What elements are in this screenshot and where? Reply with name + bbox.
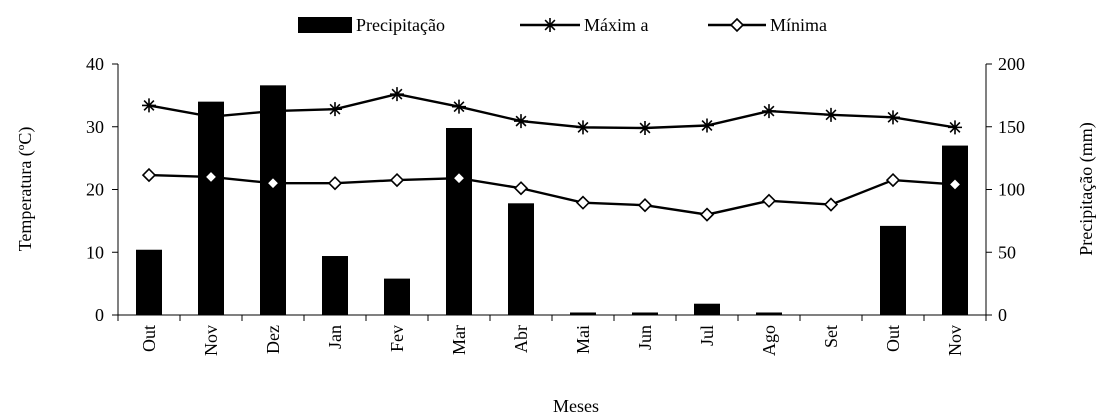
diamond-marker [515,182,527,194]
asterisk-marker [142,98,156,112]
axis-labels: Meses Temperatura (ºC) Precipitação (mm) [15,122,1097,416]
x-tick-label: Jul [697,325,717,346]
legend-label-maxima: Máxim a [584,15,649,35]
precipitation-bar [942,146,968,315]
precipitation-bar [260,85,286,315]
left-tick-label: 30 [86,117,104,137]
asterisk-marker [576,120,590,134]
x-tick-label: Ago [759,325,779,356]
legend-label-minima: Mínima [770,15,827,35]
asterisk-marker [948,120,962,134]
asterisk-marker [514,114,528,128]
asterisk-marker [824,108,838,122]
left-tick-label: 10 [86,242,104,262]
x-tick-label: Nov [945,325,965,356]
precipitation-bar [570,312,596,315]
legend-label-precipitacao: Precipitação [356,15,445,35]
asterisk-marker [328,102,342,116]
precipitation-bar [694,304,720,315]
x-tick-label: Fev [387,325,407,352]
right-tick-label: 100 [998,180,1025,200]
left-tick-label: 40 [86,54,104,74]
asterisk-marker [266,104,280,118]
right-axis-title: Precipitação (mm) [1076,122,1097,255]
precipitation-bar [136,250,162,315]
x-tick-label: Set [821,325,841,348]
asterisk-marker [700,118,714,132]
diamond-marker [391,174,403,186]
asterisk-marker [204,110,218,124]
left-tick-label: 20 [86,180,104,200]
diamond-marker [639,199,651,211]
x-tick-label: Abr [511,325,531,353]
legend-bar-swatch [298,17,352,33]
asterisk-marker [452,100,466,114]
precipitation-bar [384,279,410,315]
right-tick-label: 150 [998,117,1025,137]
precipitation-bar [756,312,782,315]
right-tick-label: 200 [998,54,1025,74]
x-tick-label: Out [139,325,159,352]
left-axis-title: Temperatura (ºC) [15,127,36,252]
asterisk-marker [762,104,776,118]
precipitation-bar [632,312,658,315]
right-tick-label: 50 [998,242,1016,262]
x-tick-label: Mai [573,325,593,354]
asterisk-marker [886,110,900,124]
diamond-marker [577,197,589,209]
precipitation-bar [880,226,906,315]
asterisk-marker [543,18,557,32]
legend: Precipitação Máxim a Mínima [298,15,827,35]
precipitation-bar [322,256,348,315]
precipitation-bar [198,102,224,315]
x-tick-label: Jun [635,325,655,350]
diamond-marker [329,177,341,189]
diamond-marker [143,169,155,181]
x-axis-title: Meses [553,396,599,416]
diamond-marker [701,209,713,221]
asterisk-marker [390,87,404,101]
left-tick-label: 0 [95,305,104,325]
precipitation-bar [446,128,472,315]
x-tick-label: Dez [263,325,283,354]
right-tick-label: 0 [998,305,1007,325]
diamond-marker [763,195,775,207]
asterisk-marker [638,121,652,135]
diamond-marker [825,199,837,211]
x-tick-label: Nov [201,325,221,356]
diamond-marker [887,174,899,186]
x-tick-label: Out [883,325,903,352]
x-tick-label: Mar [449,325,469,355]
precipitation-bar [508,203,534,315]
x-tick-label: Jan [325,325,345,349]
diamond-marker [731,19,743,31]
